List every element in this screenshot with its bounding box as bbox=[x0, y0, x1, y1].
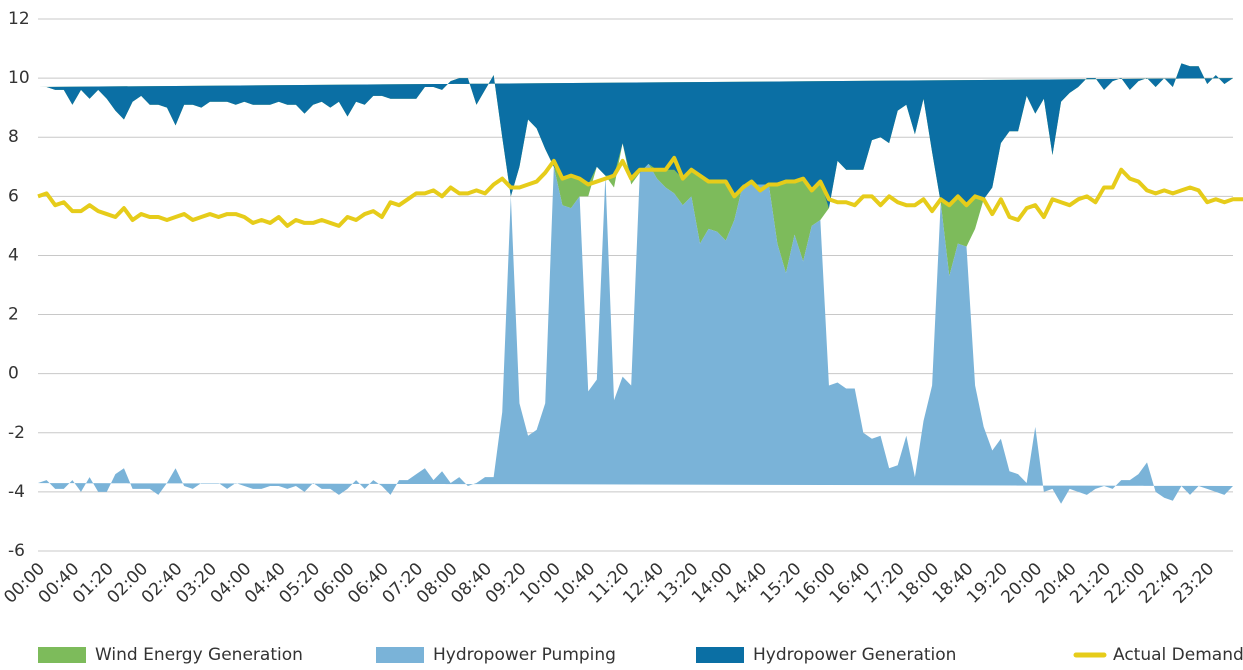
legend-swatch bbox=[38, 647, 86, 663]
area bbox=[38, 163, 1233, 504]
area bbox=[38, 63, 1233, 209]
line bbox=[37, 155, 1243, 228]
legend-label: Hydropower Pumping bbox=[433, 645, 616, 665]
y-tick-label: 6 bbox=[8, 186, 19, 206]
y-tick-label: 10 bbox=[8, 68, 30, 88]
legend-label: Actual Demand bbox=[1113, 645, 1243, 665]
legend-label: Wind Energy Generation bbox=[95, 645, 303, 665]
plot-area bbox=[37, 63, 1243, 504]
y-tick-label: -6 bbox=[8, 541, 25, 561]
y-tick-label: -2 bbox=[8, 423, 25, 443]
y-tick-label: 8 bbox=[8, 127, 19, 147]
y-tick-label: 12 bbox=[8, 9, 30, 29]
legend-label: Hydropower Generation bbox=[753, 645, 956, 665]
y-tick-label: 2 bbox=[8, 305, 19, 325]
legend: Wind Energy Generation Hydropower Pumping… bbox=[38, 645, 1243, 665]
legend-swatch bbox=[376, 647, 424, 663]
y-tick-label: 0 bbox=[8, 364, 19, 384]
y-tick-label: 4 bbox=[8, 245, 19, 265]
y-tick-label: -4 bbox=[8, 482, 25, 502]
legend-swatch bbox=[696, 647, 744, 663]
